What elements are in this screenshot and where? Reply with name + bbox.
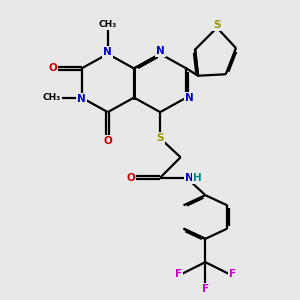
Text: S: S (156, 133, 164, 143)
Text: F: F (229, 269, 236, 279)
Text: O: O (48, 63, 57, 74)
Text: N: N (103, 47, 112, 57)
Text: F: F (202, 284, 209, 294)
Text: N: N (185, 173, 194, 183)
Text: N: N (77, 94, 86, 104)
Text: N: N (185, 93, 194, 103)
Text: O: O (126, 173, 135, 183)
Text: N: N (156, 46, 165, 56)
Text: CH₃: CH₃ (99, 20, 117, 29)
Text: O: O (103, 136, 112, 146)
Text: F: F (175, 269, 182, 279)
Text: H: H (193, 173, 202, 183)
Text: CH₃: CH₃ (43, 93, 61, 102)
Text: S: S (213, 20, 221, 30)
